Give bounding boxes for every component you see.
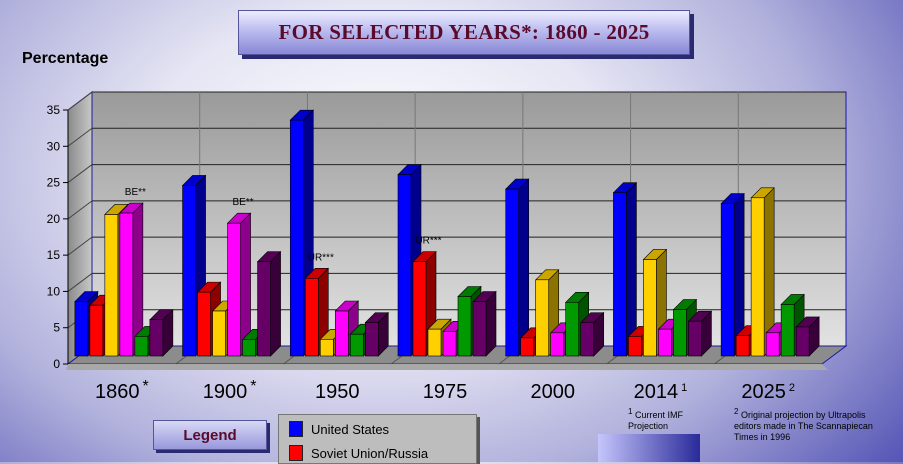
y-tick-label: 15 xyxy=(47,248,61,262)
bar-2000-series-0 xyxy=(504,178,530,357)
gridline xyxy=(67,236,93,256)
y-tick-labels: 0 5 10 15 20 25 30 35 xyxy=(47,103,61,371)
x-tick-label-1975: 1975 xyxy=(423,381,468,403)
chart-title: FOR SELECTED YEARS*: 1860 - 2025 xyxy=(278,20,650,44)
y-tick-label: 20 xyxy=(47,212,61,226)
bar-1900-series-5 xyxy=(256,250,282,357)
gridline xyxy=(67,200,93,220)
annotation-1: BE** xyxy=(233,197,254,208)
legend-swatch xyxy=(289,421,303,437)
legend-item-united-states: United States xyxy=(289,421,389,437)
bar-2025-series-0 xyxy=(720,192,745,357)
bar-2014-series-5 xyxy=(687,310,713,357)
x-tick-label-1860: 1860 * xyxy=(95,378,149,403)
legend: United States Soviet Union/Russia xyxy=(278,414,477,464)
legend-button-label: Legend xyxy=(183,426,237,444)
bar-1900-series-3 xyxy=(226,212,252,357)
y-tick-label: 10 xyxy=(47,284,61,298)
gridline xyxy=(67,91,93,111)
y-tick-label: 5 xyxy=(53,321,60,335)
legend-item-soviet-union-russia: Soviet Union/Russia xyxy=(289,445,428,461)
y-tick-label: 0 xyxy=(53,357,60,371)
footnote-text: Current IMF Projection xyxy=(628,410,683,431)
annotation-2: UR*** xyxy=(308,252,334,263)
bars xyxy=(74,109,820,357)
annotation-3: UR*** xyxy=(415,236,441,247)
annotation-0: BE** xyxy=(125,187,146,198)
x-tick-label-1900: 1900 * xyxy=(203,378,257,403)
decorative-bar xyxy=(598,434,700,462)
footnote-2: 2 Original projection by Ultrapolis edit… xyxy=(734,406,884,443)
footnote-number: 2 xyxy=(734,407,739,416)
gridline xyxy=(67,127,93,147)
annotations: BE** BE** UR*** UR*** xyxy=(125,187,442,263)
chart-title-box: FOR SELECTED YEARS*: 1860 - 2025 xyxy=(238,10,690,55)
legend-button[interactable]: Legend xyxy=(153,420,267,450)
y-tick-label: 30 xyxy=(47,139,61,153)
floor-edge xyxy=(66,364,828,370)
x-tick-label-2000: 2000 xyxy=(530,381,575,403)
legend-label: Soviet Union/Russia xyxy=(311,445,429,461)
bar-2000-series-5 xyxy=(579,311,605,357)
x-tick-labels: 1860 * 1900 * 1950 1975 2000 2014 1 2025 2 xyxy=(95,378,795,403)
bar-2014-series-0 xyxy=(612,181,638,357)
bar-1975-series-5 xyxy=(472,290,497,357)
bar-2025-series-2 xyxy=(750,187,775,357)
legend-label: United States xyxy=(311,421,390,437)
bar-1860-series-5 xyxy=(149,308,174,357)
x-tick-label-2025: 2025 2 xyxy=(741,381,795,403)
footnote-number: 1 xyxy=(628,407,633,416)
gridline xyxy=(67,273,93,292)
y-tick-label: 35 xyxy=(47,103,61,117)
bar-1860-series-3 xyxy=(119,202,144,357)
footnote-text: Original projection by Ultrapolis editor… xyxy=(734,410,873,442)
bar-1950-series-5 xyxy=(364,311,390,357)
gridline xyxy=(67,164,93,183)
y-tick-label: 25 xyxy=(47,176,61,190)
legend-swatch xyxy=(289,445,303,461)
bar-2025-series-5 xyxy=(795,316,820,357)
x-tick-label-1950: 1950 xyxy=(315,381,360,403)
y-axis-label: Percentage xyxy=(22,50,109,67)
x-tick-label-2014: 2014 1 xyxy=(634,381,688,403)
footnote-1: 1 Current IMF Projection xyxy=(628,406,708,432)
